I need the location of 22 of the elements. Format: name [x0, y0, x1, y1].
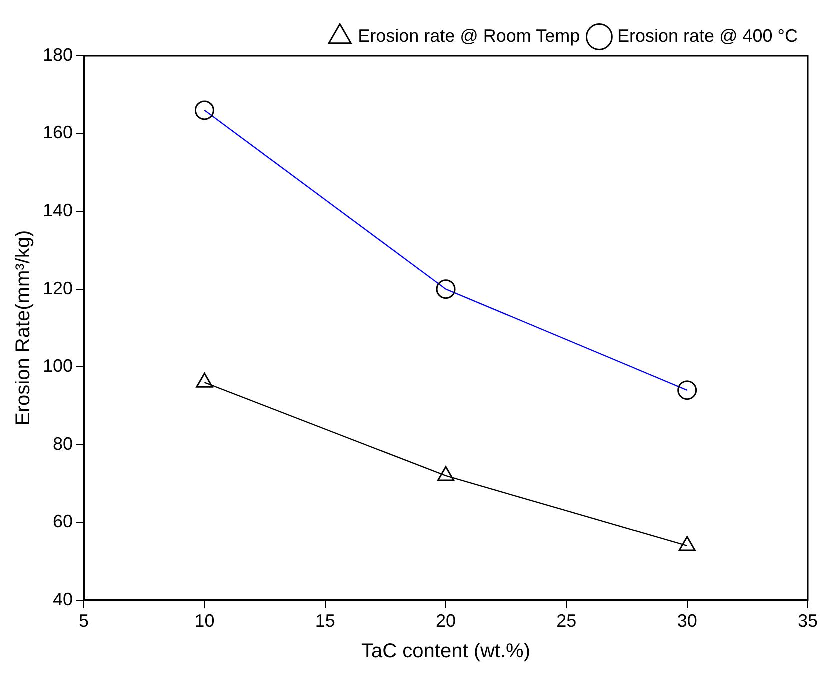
y-tick-label: 100 — [42, 356, 74, 376]
y-tick-label: 80 — [53, 434, 74, 454]
y-tick-label: 180 — [42, 44, 74, 65]
y-tick-label: 140 — [42, 200, 74, 221]
point — [196, 372, 214, 388]
x-tick-label: 5 — [79, 611, 90, 632]
x-tick-label: 35 — [798, 611, 818, 632]
x-tick-label: 20 — [436, 611, 456, 632]
y-tick-label: 160 — [42, 122, 74, 143]
y-tick-label: 60 — [53, 512, 74, 532]
x-tick-label: 25 — [556, 611, 577, 632]
y-axis-title: Erosion Rate(mm³/kg) — [12, 230, 35, 426]
x-tick-label: 10 — [194, 611, 215, 632]
y-tick-label: 120 — [42, 278, 74, 298]
point — [678, 536, 696, 552]
x-tick-label: 30 — [677, 611, 698, 632]
legend-label: Erosion rate @ 400 °C — [617, 26, 798, 46]
legend-label: Erosion rate @ Room Temp — [358, 26, 580, 46]
y-tick-label: 40 — [53, 589, 74, 610]
x-tick-label: 15 — [315, 611, 336, 632]
x-axis-title: TaC content (wt.%) — [362, 640, 530, 663]
point — [437, 466, 455, 482]
